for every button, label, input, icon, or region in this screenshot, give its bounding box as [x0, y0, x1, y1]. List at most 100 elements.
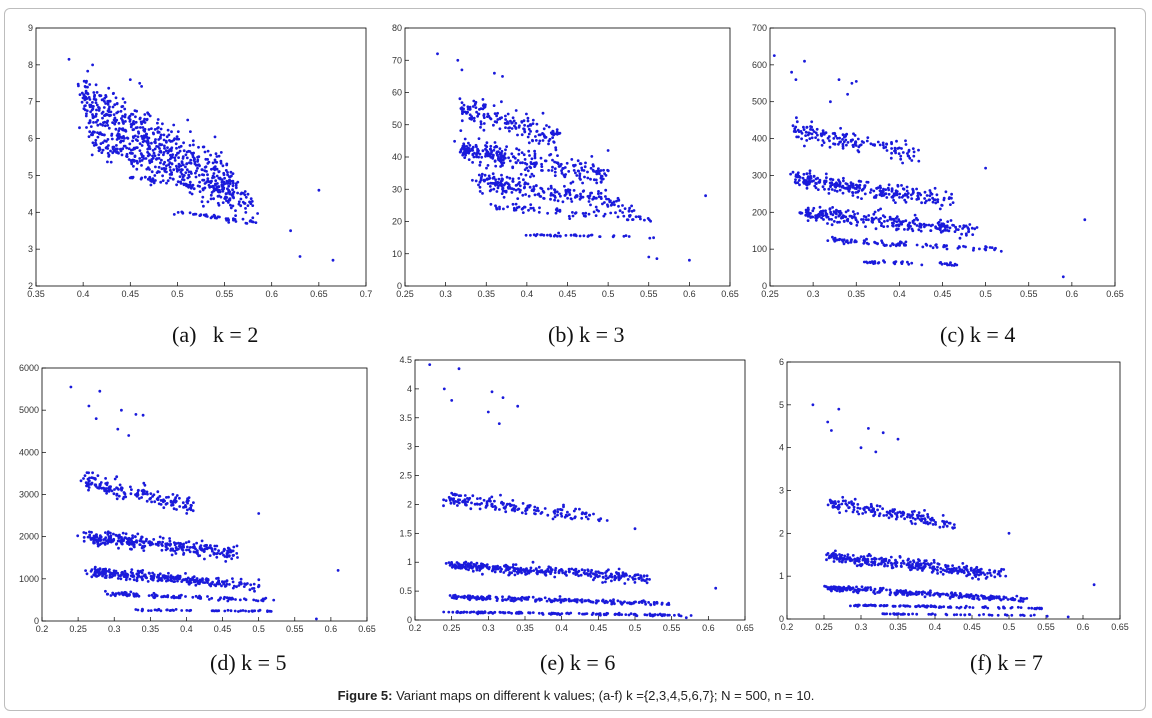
data-point	[886, 564, 889, 568]
data-point	[194, 175, 198, 179]
data-point	[166, 179, 170, 183]
data-point	[234, 186, 238, 190]
data-point	[688, 258, 691, 262]
x-tick-label: 0.35	[477, 289, 495, 299]
data-point	[204, 157, 208, 161]
data-point	[473, 151, 476, 155]
data-point	[950, 567, 953, 571]
data-point	[602, 214, 606, 218]
data-point	[142, 120, 146, 124]
data-point	[209, 197, 213, 201]
data-point	[875, 504, 879, 508]
data-point	[103, 124, 107, 128]
data-point	[986, 571, 989, 575]
data-point	[168, 161, 172, 165]
data-point	[135, 109, 139, 113]
data-point	[547, 125, 551, 129]
data-point	[795, 135, 799, 139]
data-point	[246, 192, 250, 196]
data-point	[115, 134, 119, 137]
data-point	[234, 182, 238, 186]
data-point	[162, 153, 165, 157]
data-point	[138, 157, 142, 160]
data-point	[118, 127, 121, 130]
x-tick-label: 0.4	[893, 289, 906, 299]
data-point	[188, 144, 192, 147]
data-point	[945, 520, 949, 524]
data-point	[856, 137, 860, 141]
data-point	[508, 159, 512, 163]
data-point	[606, 203, 609, 207]
data-point	[890, 562, 894, 566]
data-point	[825, 553, 828, 557]
data-point	[125, 146, 129, 150]
data-point	[540, 165, 544, 169]
data-point	[498, 117, 502, 121]
data-point	[517, 152, 521, 156]
data-point	[254, 221, 258, 225]
data-point	[229, 203, 232, 207]
data-point	[528, 185, 532, 189]
data-point	[191, 139, 195, 143]
data-point	[202, 213, 206, 217]
data-point	[915, 562, 918, 566]
data-point	[289, 229, 292, 233]
data-point	[230, 174, 233, 178]
data-point	[934, 520, 937, 524]
data-point	[533, 154, 537, 158]
data-point	[98, 132, 101, 136]
data-point	[898, 555, 902, 559]
data-point	[188, 180, 192, 184]
data-point	[841, 138, 844, 141]
data-point	[175, 169, 179, 173]
data-point	[138, 142, 142, 146]
data-point	[488, 116, 492, 120]
data-point	[584, 161, 587, 165]
data-point	[514, 121, 518, 125]
data-point	[103, 96, 107, 100]
data-point	[519, 172, 523, 176]
data-point	[195, 169, 198, 173]
data-point	[522, 119, 526, 123]
data-point	[795, 120, 799, 124]
data-point	[80, 100, 84, 104]
x-tick-label: 0.3	[439, 289, 452, 299]
data-point	[182, 182, 186, 186]
data-point	[881, 143, 885, 147]
data-point	[527, 141, 531, 145]
data-point	[846, 553, 850, 556]
data-point	[139, 120, 143, 124]
data-point	[104, 94, 108, 97]
data-point	[152, 151, 156, 155]
data-point	[104, 114, 107, 117]
data-point	[195, 163, 199, 167]
data-point	[137, 131, 141, 135]
data-point	[558, 208, 562, 212]
data-point	[121, 120, 125, 124]
data-point	[603, 201, 606, 204]
data-point	[902, 562, 906, 565]
data-point	[549, 153, 553, 156]
data-point	[553, 132, 557, 136]
data-point	[811, 128, 814, 132]
data-point	[125, 152, 129, 156]
data-point	[604, 195, 607, 198]
data-point	[94, 112, 98, 116]
data-point	[179, 182, 183, 185]
y-tick-label: 2	[779, 528, 784, 538]
data-point	[961, 562, 965, 565]
data-point	[159, 127, 163, 131]
data-point	[550, 169, 554, 172]
data-point	[89, 110, 92, 114]
data-point	[595, 181, 599, 185]
data-point	[512, 155, 515, 159]
data-point	[542, 233, 546, 237]
data-point	[228, 192, 232, 196]
data-point	[534, 135, 537, 138]
x-tick-label: 0.5	[1003, 622, 1016, 632]
data-point	[488, 185, 492, 188]
data-point	[478, 108, 481, 111]
data-point	[599, 191, 603, 195]
data-point	[237, 202, 241, 206]
data-point	[537, 210, 541, 214]
